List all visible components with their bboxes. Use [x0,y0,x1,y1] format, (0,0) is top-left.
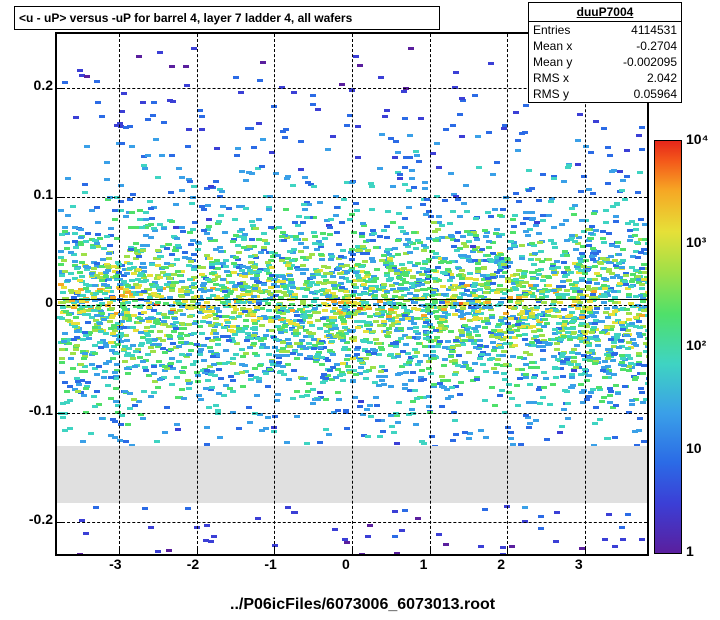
grid-vertical [585,34,586,554]
grid-vertical [119,34,120,554]
y-tick-label: 0.1 [34,186,53,202]
colorbar-label: 1 [686,543,694,559]
stats-meanx: Mean x -0.2704 [529,38,681,54]
grid-horizontal [57,305,647,306]
y-tick-label: 0 [45,294,53,310]
stats-rmsx: RMS x 2.042 [529,70,681,86]
grid-horizontal [57,413,647,414]
stats-rmsy: RMS y 0.05964 [529,86,681,102]
grid-vertical [507,34,508,554]
y-tick-label: -0.2 [29,511,53,527]
chart-container: <u - uP> versus -uP for barrel 4, layer … [0,0,720,620]
grid-vertical [352,34,353,554]
x-tick-label: 1 [420,556,428,572]
stats-meany: Mean y -0.002095 [529,54,681,70]
colorbar-label: 10³ [686,234,706,250]
x-tick-label: -1 [264,556,276,572]
grid-vertical [430,34,431,554]
baseline [57,299,647,300]
x-tick-label: -2 [187,556,199,572]
colorbar-label: 10 [686,440,702,456]
grid-horizontal [57,522,647,523]
stats-name: duuP7004 [529,3,681,22]
colorbar [654,140,682,554]
stats-box: duuP7004 Entries 4114531 Mean x -0.2704 … [528,2,682,103]
title-text: <u - uP> versus -uP for barrel 4, layer … [19,11,352,25]
chart-title: <u - uP> versus -uP for barrel 4, layer … [14,6,440,30]
x-tick-label: -3 [109,556,121,572]
footer-path: ../P06icFiles/6073006_6073013.root [230,596,495,614]
grid-vertical [274,34,275,554]
grid-horizontal [57,197,647,198]
stats-entries: Entries 4114531 [529,22,681,38]
y-tick-label: 0.2 [34,77,53,93]
grid-vertical [197,34,198,554]
colorbar-label: 10² [686,337,706,353]
y-tick-label: -0.1 [29,402,53,418]
x-tick-label: 3 [575,556,583,572]
colorbar-label: 10⁴ [686,131,709,147]
x-tick-label: 0 [342,556,350,572]
plot-area [55,32,649,556]
x-tick-label: 2 [497,556,505,572]
